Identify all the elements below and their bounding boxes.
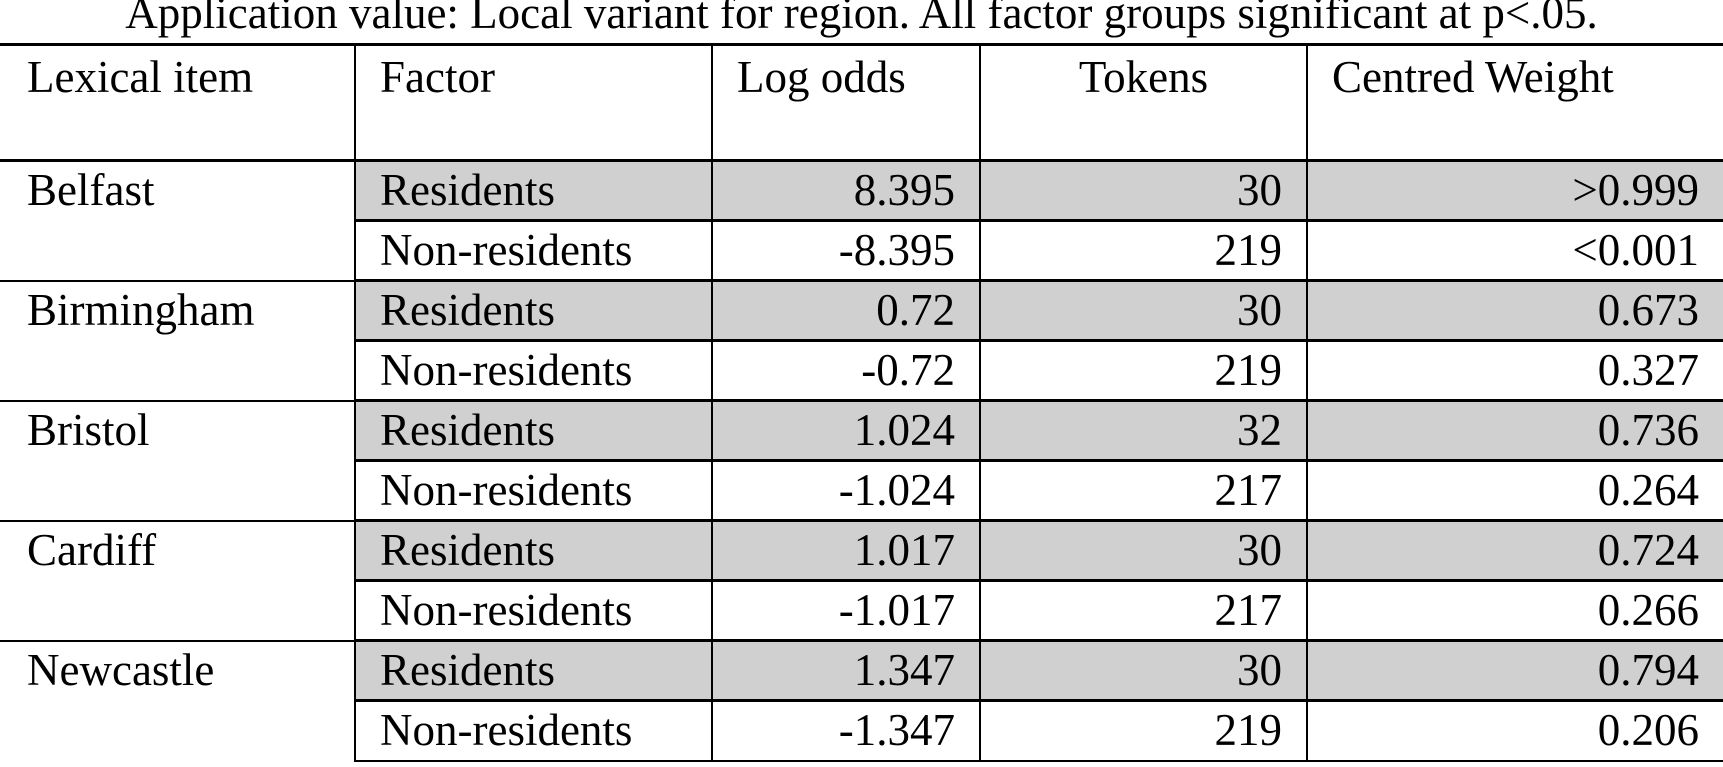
log-odds-cell: -8.395 xyxy=(711,220,980,282)
header-tokens: Tokens xyxy=(979,44,1307,161)
tokens-cell: 217 xyxy=(979,580,1307,642)
factor-cell: Non-residents xyxy=(354,580,712,642)
tokens-cell: 30 xyxy=(979,639,1307,702)
tokens-cell: 217 xyxy=(979,460,1307,522)
tokens-cell: 219 xyxy=(979,700,1307,762)
table-header: Lexical item Factor Log odds Tokens Cent… xyxy=(0,44,1723,161)
weight-cell: 0.206 xyxy=(1306,700,1723,762)
table-row: Birmingham Residents 0.72 30 0.673 xyxy=(0,279,1723,401)
factor-cell: Residents xyxy=(354,519,712,582)
factor-cell: Non-residents xyxy=(354,220,712,282)
weight-cell: <0.001 xyxy=(1306,220,1723,282)
table-row: Non-residents -1.347 219 0.206 xyxy=(0,700,1723,762)
table-row: Belfast Residents 8.395 30 >0.999 xyxy=(0,159,1723,222)
tokens-cell: 30 xyxy=(979,159,1307,222)
log-odds-cell: 1.347 xyxy=(711,639,980,702)
log-odds-cell: -1.024 xyxy=(711,460,980,522)
weight-cell: 0.673 xyxy=(1306,279,1723,342)
tokens-cell: 30 xyxy=(979,519,1307,582)
factor-cell: Non-residents xyxy=(354,340,712,402)
header-factor: Factor xyxy=(354,44,712,161)
table-row: Non-residents -1.024 217 0.264 xyxy=(0,460,1723,522)
weight-cell: 0.724 xyxy=(1306,519,1723,582)
log-odds-cell: -0.72 xyxy=(711,340,980,402)
weight-cell: >0.999 xyxy=(1306,159,1723,222)
log-odds-cell: -1.017 xyxy=(711,580,980,642)
header-log-odds: Log odds xyxy=(711,44,980,161)
weight-cell: 0.794 xyxy=(1306,639,1723,702)
factor-cell: Residents xyxy=(354,399,712,462)
table-row: Non-residents -8.395 219 <0.001 xyxy=(0,220,1723,282)
table-caption: Application value: Local variant for reg… xyxy=(125,0,1598,38)
weight-cell: 0.736 xyxy=(1306,399,1723,462)
log-odds-cell: 1.017 xyxy=(711,519,980,582)
tokens-cell: 32 xyxy=(979,399,1307,462)
lexical-item-cell: Belfast xyxy=(27,165,155,215)
factor-cell: Non-residents xyxy=(354,700,712,762)
tokens-cell: 30 xyxy=(979,279,1307,342)
factor-cell: Non-residents xyxy=(354,460,712,522)
weight-cell: 0.264 xyxy=(1306,460,1723,522)
tokens-cell: 219 xyxy=(979,220,1307,282)
log-odds-cell: 1.024 xyxy=(711,399,980,462)
table-row: Non-residents -0.72 219 0.327 xyxy=(0,340,1723,402)
log-odds-cell: 8.395 xyxy=(711,159,980,222)
header-lexical-item: Lexical item xyxy=(27,52,254,102)
table-row: Newcastle Residents 1.347 30 0.794 xyxy=(0,639,1723,761)
weight-cell: 0.327 xyxy=(1306,340,1723,402)
factor-cell: Residents xyxy=(354,279,712,342)
factor-cell: Residents xyxy=(354,639,712,702)
table-row: Non-residents -1.017 217 0.266 xyxy=(0,580,1723,642)
results-table: Lexical item Factor Log odds Tokens Cent… xyxy=(0,43,1723,762)
lexical-item-cell: Bristol xyxy=(0,399,355,521)
table-body: Belfast Residents 8.395 30 >0.999 Non-re… xyxy=(0,159,1723,762)
table-row: Bristol Residents 1.024 32 0.736 xyxy=(0,399,1723,521)
log-odds-cell: -1.347 xyxy=(711,700,980,762)
lexical-item-cell: Newcastle xyxy=(0,639,355,761)
weight-cell: 0.266 xyxy=(1306,580,1723,642)
log-odds-cell: 0.72 xyxy=(711,279,980,342)
lexical-item-cell: Birmingham xyxy=(0,279,355,401)
tokens-cell: 219 xyxy=(979,340,1307,402)
factor-cell: Residents xyxy=(354,159,712,222)
header-row: Lexical item Factor Log odds Tokens Cent… xyxy=(0,44,1723,161)
table-row: Cardiff Residents 1.017 30 0.724 xyxy=(0,519,1723,641)
lexical-item-cell: Cardiff xyxy=(0,519,355,641)
header-centred-weight: Centred Weight xyxy=(1306,44,1723,161)
